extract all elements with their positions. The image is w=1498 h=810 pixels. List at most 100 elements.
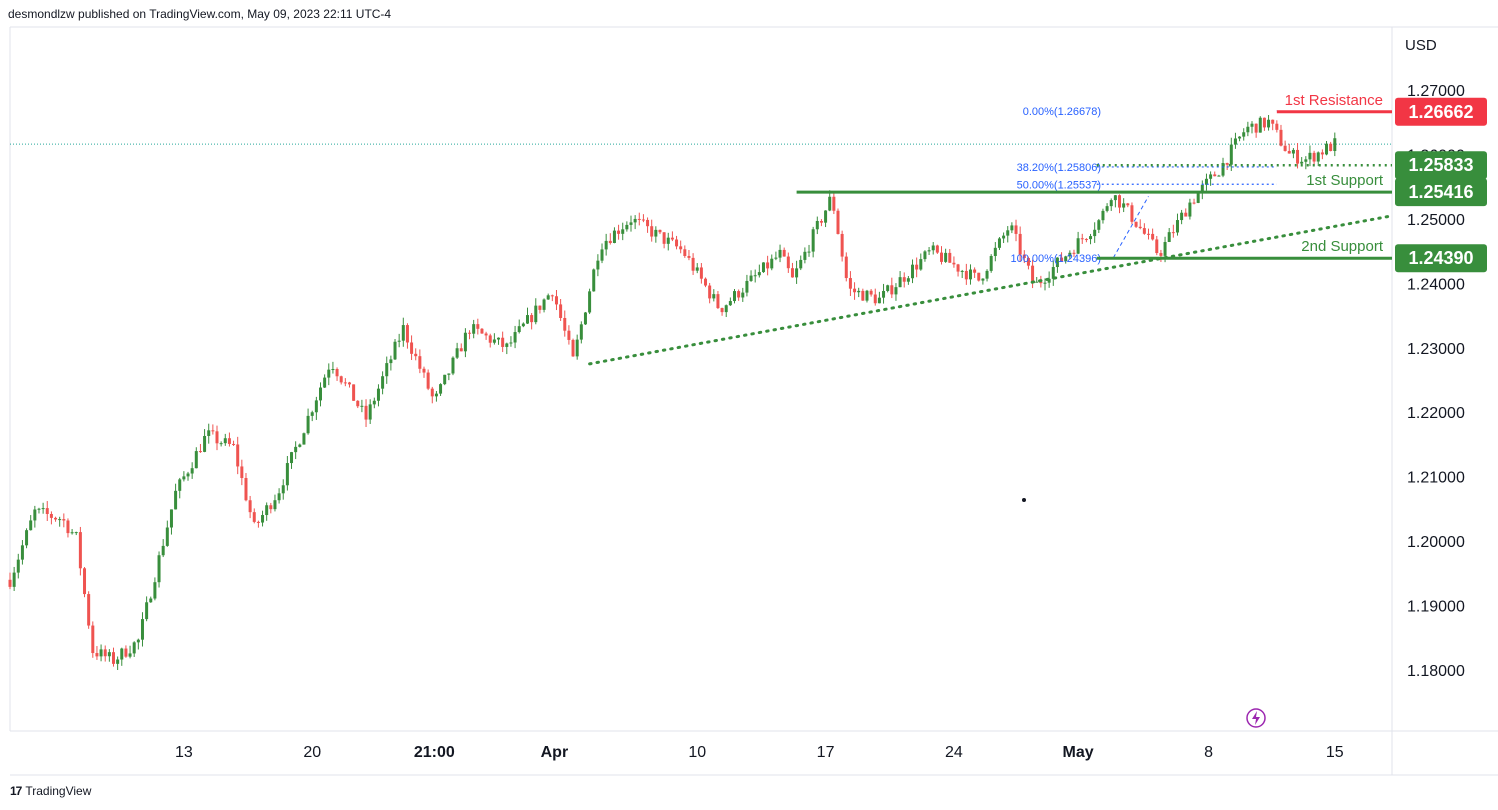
- candle-body: [54, 517, 58, 520]
- candle-body: [592, 269, 596, 292]
- candle-body: [1155, 239, 1159, 254]
- fib-diagonal: [1112, 196, 1149, 259]
- candle-body: [49, 513, 53, 518]
- candle-body: [633, 218, 637, 223]
- candle-body: [306, 415, 310, 434]
- candle-body: [1221, 163, 1225, 176]
- candle-body: [1130, 205, 1134, 222]
- candle-body: [1233, 138, 1237, 145]
- candle-body: [463, 332, 467, 352]
- candle-body: [410, 342, 414, 354]
- tradingview-footer[interactable]: 17 TradingView: [10, 784, 91, 798]
- candle-body: [319, 387, 322, 401]
- candle-body: [360, 405, 364, 407]
- candle-body: [1084, 239, 1088, 241]
- candle-body: [1018, 233, 1022, 255]
- candle-body: [733, 291, 736, 302]
- candle-body: [604, 240, 608, 250]
- candle-body: [973, 269, 977, 273]
- candle-body: [811, 229, 815, 252]
- price-tag-box: [1395, 244, 1487, 273]
- candle-body: [1043, 282, 1047, 284]
- candle-body: [554, 296, 558, 305]
- candle-body: [174, 490, 178, 510]
- candle-body: [12, 572, 16, 587]
- candle-body: [256, 521, 260, 523]
- candle-body: [1006, 230, 1010, 236]
- candle-body: [261, 515, 265, 523]
- candle-body: [128, 653, 132, 657]
- candle-body: [136, 639, 140, 643]
- ascending-trendline: [588, 214, 1395, 366]
- candle-body: [414, 353, 418, 357]
- candle-body: [1283, 145, 1287, 151]
- candle-body: [45, 508, 49, 514]
- candle-body: [550, 295, 554, 297]
- candle-body: [737, 291, 741, 298]
- x-tick-label: 17: [817, 744, 835, 761]
- candle-body: [74, 532, 78, 534]
- x-tick-label: Apr: [541, 744, 569, 761]
- candle-body: [1180, 212, 1184, 221]
- candle-body: [886, 285, 890, 291]
- candle-body: [1109, 200, 1113, 207]
- candle-body: [985, 270, 989, 279]
- candle-body: [666, 237, 670, 244]
- candle-body: [526, 315, 529, 324]
- candle-body: [1320, 152, 1324, 155]
- candle-body: [1312, 152, 1316, 162]
- candle-body: [720, 308, 724, 313]
- candle-body: [25, 530, 29, 546]
- y-tick-label: 1.27000: [1407, 83, 1465, 100]
- candle-body: [815, 220, 819, 230]
- candle-body: [426, 372, 430, 389]
- price-tag-box: [1395, 178, 1487, 207]
- candle-body: [145, 602, 149, 620]
- candle-body: [952, 262, 956, 265]
- candle-body: [1184, 212, 1188, 217]
- candle-body: [857, 290, 861, 293]
- candle-body: [58, 519, 62, 521]
- candle-body: [1060, 257, 1064, 262]
- candle-body: [1138, 226, 1142, 229]
- y-tick-label: 1.21000: [1407, 470, 1465, 487]
- candle-body: [840, 233, 844, 257]
- candle-body: [617, 230, 621, 234]
- candle-body: [1031, 265, 1035, 283]
- candle-body: [583, 312, 587, 325]
- candle-body: [364, 405, 368, 420]
- candle-body: [252, 512, 256, 522]
- x-tick-label: 15: [1326, 744, 1344, 761]
- candle-body: [927, 250, 931, 252]
- candle-body: [931, 245, 935, 251]
- candle-body: [468, 332, 472, 334]
- x-tick-label: 24: [945, 744, 963, 761]
- candle-body: [608, 240, 612, 243]
- candle-body: [588, 291, 592, 313]
- candle-body: [865, 290, 869, 301]
- lightning-icon-bolt: [1252, 711, 1260, 725]
- candle-body: [1026, 258, 1030, 266]
- candle-body: [352, 384, 356, 401]
- candle-body: [314, 400, 318, 413]
- candle-body: [422, 368, 426, 373]
- candle-body: [877, 297, 881, 304]
- candle-body: [91, 625, 95, 654]
- candle-body: [513, 332, 517, 343]
- candle-body: [236, 444, 240, 467]
- candle-body: [761, 262, 765, 273]
- candle-body: [571, 339, 575, 357]
- candle-body: [695, 267, 699, 271]
- candle-body: [16, 559, 20, 573]
- x-tick-label: 21:00: [414, 744, 455, 761]
- candle-body: [782, 249, 786, 257]
- candle-body: [157, 555, 161, 583]
- level-label: 1st Resistance: [1285, 92, 1383, 109]
- candle-body: [819, 220, 823, 223]
- candle-body: [683, 249, 687, 256]
- candle-body: [323, 377, 327, 388]
- candle-body: [757, 272, 761, 276]
- candle-body: [501, 337, 505, 347]
- candle-body: [376, 388, 380, 401]
